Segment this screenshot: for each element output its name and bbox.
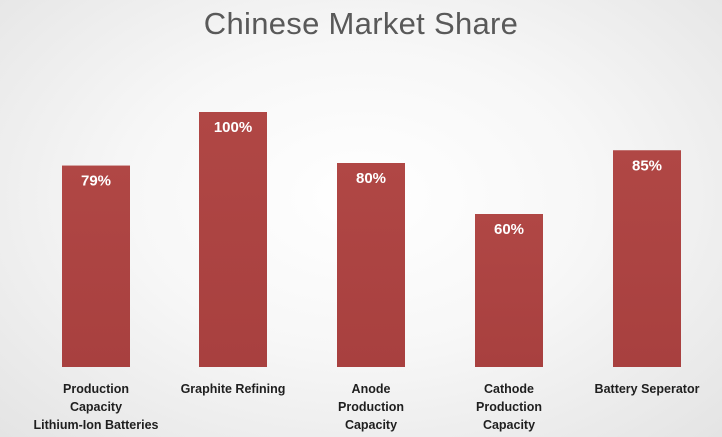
bar (199, 112, 267, 367)
x-tick-label-line: Capacity (69, 400, 123, 414)
x-tick-label: Production Capacity Lithium-Ion Batteries (21, 380, 171, 434)
data-label: 85% (632, 157, 662, 174)
bar (337, 163, 405, 367)
x-tick-label-line: Battery Seperator (594, 382, 700, 396)
data-label: 100% (214, 119, 252, 136)
x-tick-label-line: Lithium-Ion Batteries (33, 418, 159, 432)
x-tick-label: Graphite Refining (158, 380, 308, 398)
chart-title: Chinese Market Share (203, 6, 519, 41)
x-tick-label-line: Cathode (484, 382, 534, 396)
x-tick-label: Cathode Production Capacity (434, 380, 584, 434)
data-label: 79% (81, 173, 111, 190)
bar (62, 165, 130, 367)
x-tick-label-line: Production (476, 400, 542, 414)
bar (613, 150, 681, 367)
x-tick-label-line: Anode (351, 382, 391, 396)
data-label: 60% (494, 221, 524, 238)
x-tick-label-line: Capacity (482, 418, 536, 432)
x-tick-label-line: Production (63, 382, 129, 396)
x-tick-label: Battery Seperator (572, 380, 722, 398)
data-label: 80% (356, 170, 386, 187)
x-tick-label-line: Production (338, 400, 404, 414)
bar (475, 214, 543, 367)
x-tick-label: Anode Production Capacity (296, 380, 446, 434)
x-tick-label-line: Graphite Refining (180, 382, 286, 396)
x-tick-label-line: Capacity (344, 418, 398, 432)
